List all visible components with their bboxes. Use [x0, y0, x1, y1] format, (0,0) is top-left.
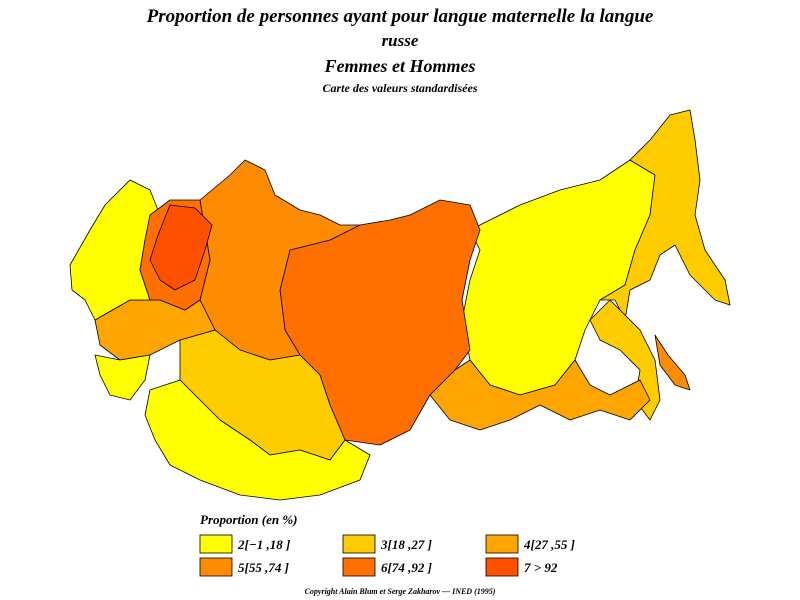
- title: russe: [382, 31, 419, 50]
- title: Proportion de personnes ayant pour langu…: [146, 6, 654, 27]
- title: Femmes et Hommes: [324, 56, 476, 76]
- region: [149, 204, 213, 291]
- region: [144, 379, 371, 501]
- legend-label: 2[−1 ,18 ]: [237, 537, 290, 552]
- legend-swatch: [199, 534, 233, 554]
- legend-label: 7 > 92: [524, 560, 558, 575]
- region: [429, 359, 651, 431]
- legend-swatch: [485, 534, 519, 554]
- legend: 2[−1 ,18 ] 3[18 ,27 ] 4[27 ,55 ] 5[55 ,74 ]…: [199, 534, 575, 577]
- legend-label: 4[27 ,55 ]: [523, 537, 575, 552]
- legend-swatch: [485, 557, 519, 577]
- region: [599, 109, 731, 321]
- region: [461, 159, 656, 396]
- region: [94, 354, 151, 401]
- legend-label: 3[18 ,27 ]: [380, 537, 432, 552]
- map: [69, 109, 731, 501]
- legend-swatch: [342, 557, 376, 577]
- region: [654, 334, 691, 391]
- legend-swatch: [342, 534, 376, 554]
- legend-label: 5[55 ,74 ]: [238, 560, 289, 575]
- copyright: Copyright Alain Blum et Serge Zakharov —…: [305, 587, 496, 596]
- legend-swatch: [199, 557, 233, 577]
- legend-title: Proportion (en %): [200, 512, 298, 527]
- subtitle: Carte des valeurs standardisées: [322, 81, 477, 95]
- legend-label: 6[74 ,92 ]: [381, 560, 432, 575]
